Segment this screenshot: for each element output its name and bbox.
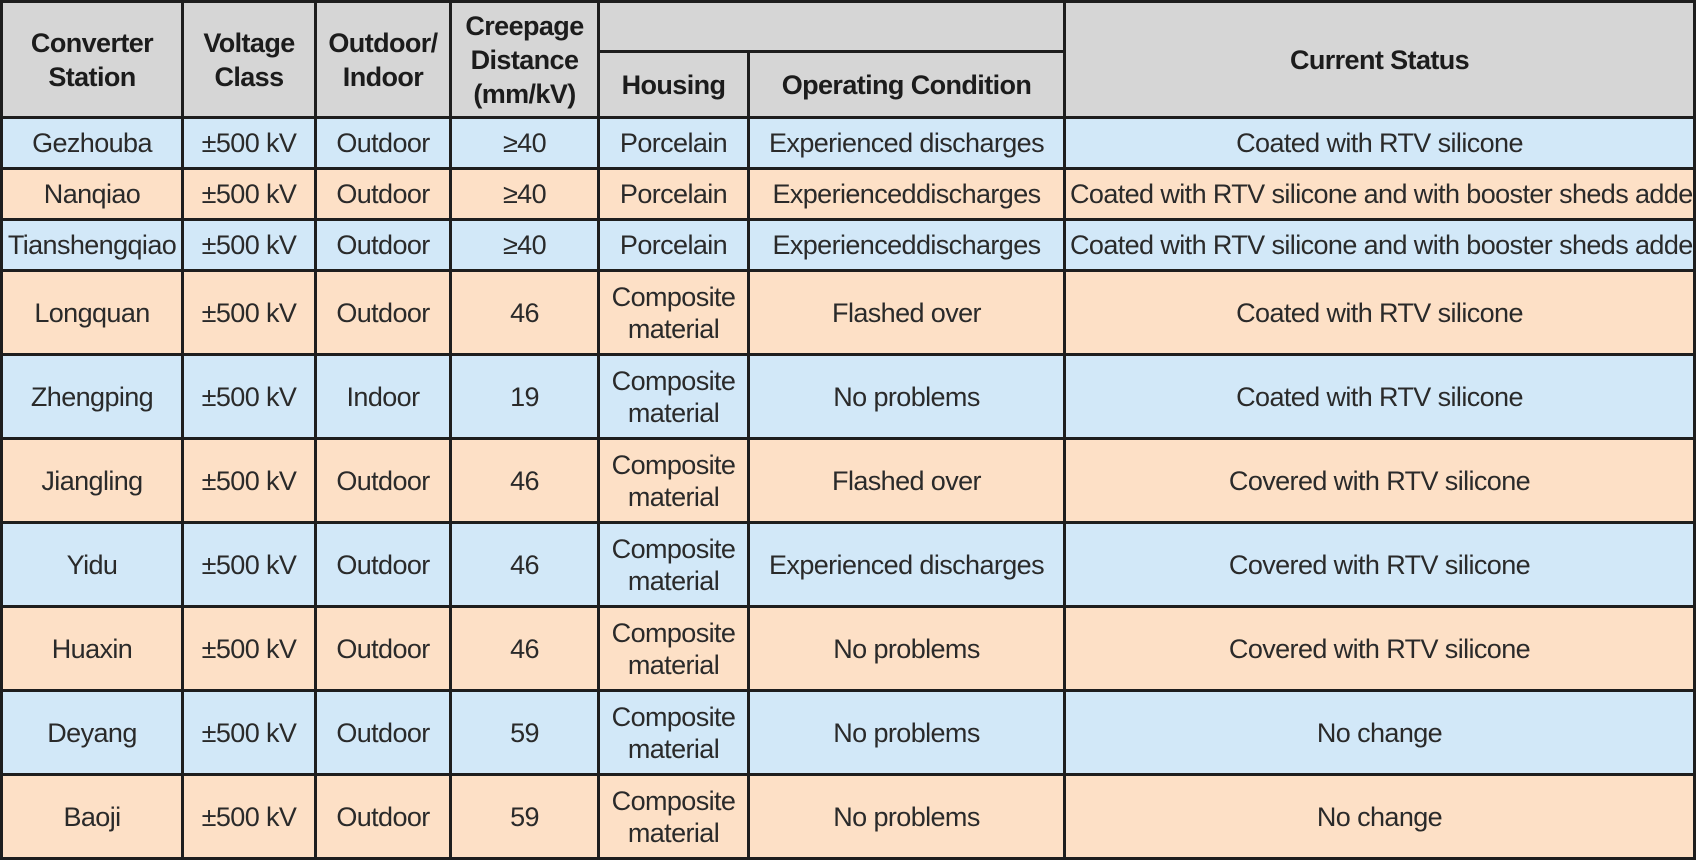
cell-condition: No problems [747,353,1066,440]
cell-housing: Composite material [597,521,750,608]
cell-status: Coated with RTV silicone [1063,116,1696,170]
table-row: Jiangling ±500 kV Outdoor 46 Composite m… [0,437,1696,524]
cell-location: Outdoor [314,437,452,524]
cell-housing: Porcelain [597,116,750,170]
cell-location: Outdoor [314,218,452,272]
cell-condition: Experienced discharges [747,116,1066,170]
cell-voltage: ±500 kV [181,605,317,692]
cell-housing: Composite material [597,605,750,692]
cell-station: Nanqiao [0,167,184,221]
cell-status: No change [1063,773,1696,860]
cell-creepage: 46 [449,605,600,692]
cell-condition: Experienceddischarges [747,167,1066,221]
header-operating-condition: Operating Condition [747,50,1066,119]
table-row: Huaxin ±500 kV Outdoor 46 Composite mate… [0,605,1696,692]
cell-status: Coated with RTV silicone [1063,269,1696,356]
cell-voltage: ±500 kV [181,167,317,221]
cell-station: Zhengping [0,353,184,440]
cell-voltage: ±500 kV [181,353,317,440]
cell-station: Baoji [0,773,184,860]
cell-station: Yidu [0,521,184,608]
cell-location: Outdoor [314,167,452,221]
cell-station: Huaxin [0,605,184,692]
cell-housing: Composite material [597,773,750,860]
cell-station: Gezhouba [0,116,184,170]
header-row-bottom: Housing Operating Condition [2,50,1695,119]
cell-creepage: ≥40 [449,167,600,221]
cell-station: Tianshengqiao [0,218,184,272]
cell-creepage: 59 [449,689,600,776]
cell-housing: Porcelain [597,218,750,272]
header-housing: Housing [597,50,750,119]
header-converter-station: Converter Station [0,0,184,119]
cell-voltage: ±500 kV [181,521,317,608]
cell-status: Covered with RTV silicone [1063,437,1696,524]
table-row: Tianshengqiao ±500 kV Outdoor ≥40 Porcel… [0,218,1696,272]
cell-housing: Porcelain [597,167,750,221]
cell-status: Coated with RTV silicone and with booste… [1063,218,1696,272]
cell-location: Outdoor [314,689,452,776]
cell-housing: Composite material [597,353,750,440]
cell-status: Covered with RTV silicone [1063,605,1696,692]
cell-location: Outdoor [314,773,452,860]
cell-condition: No problems [747,689,1066,776]
cell-voltage: ±500 kV [181,773,317,860]
cell-creepage: 46 [449,437,600,524]
cell-status: Covered with RTV silicone [1063,521,1696,608]
cell-voltage: ±500 kV [181,116,317,170]
cell-location: Outdoor [314,605,452,692]
cell-condition: Experienceddischarges [747,218,1066,272]
cell-housing: Composite material [597,689,750,776]
table-row: Baoji ±500 kV Outdoor 59 Composite mater… [0,773,1696,860]
cell-condition: No problems [747,773,1066,860]
table-row: Yidu ±500 kV Outdoor 46 Composite materi… [0,521,1696,608]
cell-condition: Flashed over [747,437,1066,524]
cell-station: Jiangling [0,437,184,524]
header-voltage-class: Voltage Class [181,0,317,119]
cell-status: Coated with RTV silicone and with booste… [1063,167,1696,221]
table-row: Nanqiao ±500 kV Outdoor ≥40 Porcelain Ex… [0,167,1696,221]
header-current-status: Current Status [1063,0,1696,119]
table-row: Longquan ±500 kV Outdoor 46 Composite ma… [0,269,1696,356]
cell-creepage: ≥40 [449,218,600,272]
cell-creepage: 19 [449,353,600,440]
cell-station: Deyang [0,689,184,776]
cell-status: Coated with RTV silicone [1063,353,1696,440]
cell-location: Outdoor [314,116,452,170]
cell-voltage: ±500 kV [181,689,317,776]
header-outdoor-indoor: Outdoor/ Indoor [314,0,452,119]
cell-location: Outdoor [314,269,452,356]
cell-status: No change [1063,689,1696,776]
cell-housing: Composite material [597,437,750,524]
cell-condition: No problems [747,605,1066,692]
cell-station: Longquan [0,269,184,356]
cell-condition: Experienced discharges [747,521,1066,608]
table-row: Gezhouba ±500 kV Outdoor ≥40 Porcelain E… [0,116,1696,170]
cell-voltage: ±500 kV [181,437,317,524]
cell-voltage: ±500 kV [181,218,317,272]
cell-creepage: ≥40 [449,116,600,170]
cell-creepage: 46 [449,521,600,608]
table-row: Zhengping ±500 kV Indoor 19 Composite ma… [0,353,1696,440]
cell-voltage: ±500 kV [181,269,317,356]
cell-location: Outdoor [314,521,452,608]
cell-housing: Composite material [597,269,750,356]
cell-creepage: 59 [449,773,600,860]
table-row: Deyang ±500 kV Outdoor 59 Composite mate… [0,689,1696,776]
cell-condition: Flashed over [747,269,1066,356]
cell-creepage: 46 [449,269,600,356]
header-group-blank [597,0,1066,53]
cell-location: Indoor [314,353,452,440]
header-creepage-distance: Creepage Distance (mm/kV) [449,0,600,119]
header-row-top: Converter Station Voltage Class Outdoor/… [0,0,1696,119]
